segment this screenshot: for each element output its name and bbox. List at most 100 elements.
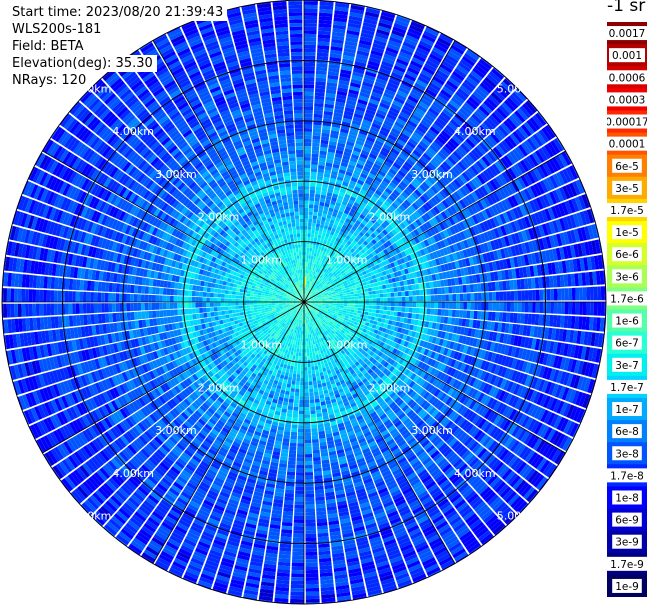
range-gate — [398, 153, 408, 161]
range-gate — [350, 291, 355, 295]
range-gate — [381, 95, 393, 103]
range-gate — [506, 302, 511, 312]
range-gate — [316, 55, 329, 61]
range-gate — [332, 163, 340, 169]
range-gate — [492, 291, 497, 301]
range-gate — [318, 157, 326, 163]
range-gate — [433, 308, 438, 316]
range-gate — [311, 428, 318, 433]
range-gate — [456, 293, 460, 302]
range-gate — [372, 43, 386, 50]
range-gate — [305, 276, 307, 281]
range-gate — [317, 257, 321, 262]
range-gate — [315, 272, 319, 277]
range-gate — [306, 297, 310, 300]
range-gate — [416, 302, 420, 308]
range-gate — [352, 150, 361, 157]
range-gate — [335, 217, 341, 223]
range-gate — [312, 442, 320, 447]
range-gate — [358, 231, 365, 237]
range-gate — [380, 126, 391, 134]
range-gate — [447, 121, 459, 132]
range-gate — [323, 173, 331, 178]
range-gate — [304, 254, 307, 259]
range-gate — [375, 189, 383, 196]
range-gate — [517, 302, 522, 313]
ray — [304, 77, 517, 302]
range-gate — [394, 19, 409, 28]
range-gate — [347, 294, 351, 298]
range-gate — [404, 312, 409, 318]
range-gate — [360, 248, 366, 254]
range-gate — [475, 127, 487, 139]
range-gate — [439, 163, 449, 173]
range-gate — [442, 108, 454, 118]
range-gate — [365, 71, 377, 78]
range-gate — [383, 302, 388, 306]
range-gate — [313, 117, 323, 122]
range-gate — [411, 57, 425, 66]
range-gate — [315, 70, 327, 75]
range-gate — [364, 179, 373, 186]
range-gate — [491, 112, 503, 124]
range-gate — [319, 224, 325, 229]
range-gate — [350, 248, 355, 253]
range-gate — [319, 227, 324, 232]
range-gate — [380, 167, 389, 174]
range-gate — [418, 101, 430, 110]
range-gate — [343, 306, 348, 309]
range-gate — [318, 265, 322, 270]
range-gate — [330, 231, 335, 236]
range-gate — [373, 143, 382, 150]
range-gate — [342, 246, 347, 252]
range-gate — [375, 227, 382, 234]
range-gate — [311, 157, 319, 162]
range-gate — [374, 115, 384, 123]
range-gate — [445, 302, 449, 309]
range-gate — [476, 108, 488, 119]
range-gate — [308, 258, 311, 263]
range-gate — [582, 302, 587, 316]
range-gate — [345, 190, 352, 196]
range-gate — [341, 158, 350, 164]
range-gate — [546, 289, 551, 301]
range-gate — [306, 291, 308, 296]
range-gate — [417, 197, 425, 206]
range-gate — [374, 286, 380, 291]
range-gate — [307, 284, 309, 288]
range-gate — [528, 290, 533, 301]
range-gate — [427, 295, 431, 302]
range-gate — [355, 219, 361, 226]
range-gate — [311, 153, 319, 158]
range-gate — [312, 439, 319, 444]
range-gate — [304, 106, 313, 111]
range-gate — [317, 45, 330, 50]
range-gate — [310, 413, 317, 418]
range-gate — [371, 146, 381, 153]
range-gate — [575, 302, 580, 315]
range-gate — [392, 189, 401, 197]
range-gate — [374, 176, 383, 183]
range-gate — [371, 195, 378, 202]
range-gate — [320, 270, 324, 275]
range-gate — [336, 303, 341, 306]
range-gate — [304, 229, 308, 234]
range-gate — [379, 150, 389, 158]
range-gate — [314, 398, 320, 403]
range-gate — [475, 88, 487, 99]
range-gate — [528, 302, 533, 313]
range-gate — [350, 208, 356, 214]
range-gate — [315, 193, 321, 199]
range-gate — [304, 291, 306, 295]
range-gate — [363, 182, 371, 189]
range-gate — [394, 306, 399, 312]
range-gate — [488, 94, 501, 107]
range-gate — [359, 189, 367, 195]
range-gate — [313, 467, 322, 472]
range-gate — [332, 224, 338, 229]
range-gate — [345, 144, 354, 151]
range-gate — [416, 295, 420, 302]
range-gate — [589, 286, 594, 301]
range-gate — [463, 79, 476, 90]
range-gate — [308, 384, 314, 389]
